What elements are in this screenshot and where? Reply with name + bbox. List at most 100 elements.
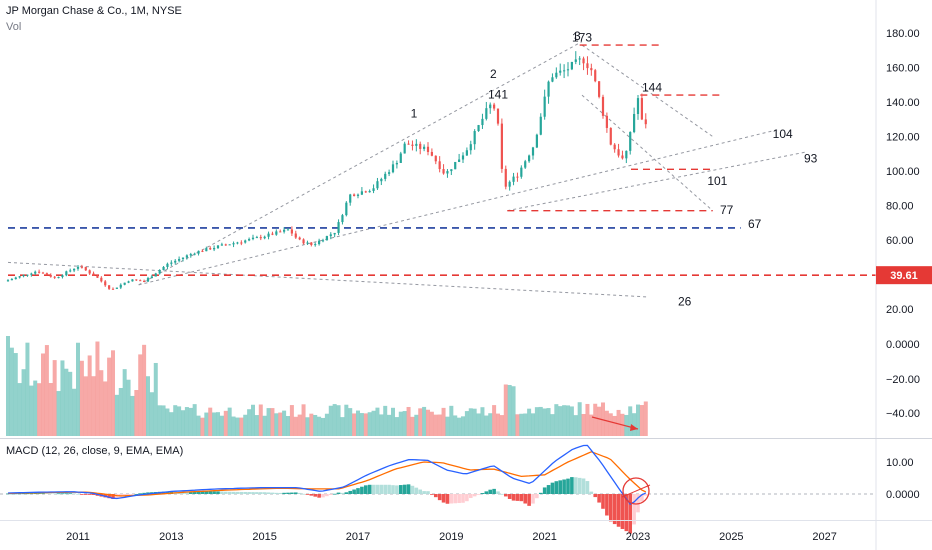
macd-histogram-bar	[200, 491, 205, 494]
macd-histogram-bar	[293, 492, 298, 494]
macd-histogram-bar	[297, 492, 302, 494]
macd-histogram-bar	[636, 494, 640, 513]
volume-bar	[523, 413, 528, 436]
volume-arrow-head	[630, 424, 638, 431]
volume-bar	[111, 350, 115, 436]
macd-histogram-bar	[531, 494, 535, 504]
candle-body	[578, 58, 581, 60]
macd-histogram-bar	[126, 494, 131, 496]
volume-bar	[79, 360, 84, 436]
macd-tick-label: 10.00	[886, 457, 914, 469]
volume-bar	[472, 408, 477, 436]
volume-bar	[593, 403, 598, 436]
macd-histogram-bar	[48, 493, 53, 495]
volume-bar	[134, 390, 139, 436]
volume-bar	[188, 407, 193, 436]
candle-body	[598, 81, 601, 97]
volume-bar	[597, 406, 602, 436]
macd-histogram-bar	[597, 494, 601, 503]
candle-body	[216, 245, 220, 249]
macd-histogram-bar	[64, 493, 69, 495]
candle-body	[49, 275, 52, 277]
macd-histogram-bar	[80, 494, 84, 495]
macd-histogram-bar	[410, 485, 415, 494]
candle-body	[26, 274, 29, 276]
candle-body	[6, 280, 10, 282]
candle-body	[384, 173, 387, 179]
macd-histogram-bar	[449, 494, 454, 504]
macd-histogram-bar	[321, 494, 325, 498]
candle-body	[111, 288, 115, 290]
trendline	[581, 44, 713, 137]
volume-tick-label: −40.00	[886, 408, 920, 420]
macd-histogram-bar	[585, 481, 590, 494]
candle-body	[625, 150, 628, 159]
candle-body	[88, 270, 91, 274]
volume-bar	[340, 417, 345, 436]
volume-bar	[492, 405, 497, 436]
volume-bar	[476, 413, 481, 436]
candle-body	[228, 244, 231, 246]
annotation-label: 3	[574, 29, 581, 43]
macd-histogram-bar	[581, 478, 586, 494]
volume-bar	[138, 354, 143, 436]
candle-body	[438, 161, 441, 170]
volume-bar	[379, 414, 384, 436]
volume-bar	[6, 336, 10, 436]
macd-histogram-bar	[352, 489, 356, 494]
volume-bar	[449, 405, 454, 436]
candle-body	[372, 188, 375, 191]
time-tick-label: 2025	[719, 531, 743, 543]
volume-bar	[118, 387, 123, 436]
price-levels	[8, 44, 876, 276]
macd-histogram-bar	[270, 492, 275, 494]
macd-histogram-bar	[192, 491, 197, 494]
candle-body	[337, 222, 340, 233]
candle-body	[119, 284, 122, 288]
macd-histogram-bar	[60, 493, 65, 495]
macd-histogram-bar	[422, 491, 426, 494]
macd-histogram-bar	[325, 494, 329, 497]
volume-bar	[266, 408, 271, 436]
macd-histogram-bar	[461, 494, 465, 503]
macd-histogram-bar	[535, 494, 539, 499]
candle-body	[574, 59, 577, 62]
volume-bar	[25, 342, 30, 436]
volume-bar	[60, 360, 65, 436]
volume-bar	[68, 371, 73, 436]
volume-bar	[321, 417, 325, 436]
macd-histogram-bar	[496, 491, 500, 494]
volume-bar	[243, 414, 248, 436]
macd-histogram-bar	[632, 494, 636, 525]
macd-histogram-bar	[367, 484, 372, 494]
macd-histogram-bar	[387, 484, 391, 494]
volume-bar	[569, 406, 574, 436]
price-tick-label: 100.00	[886, 166, 920, 178]
macd-histogram-bar	[360, 486, 364, 494]
candle-body	[407, 143, 410, 145]
candle-body	[193, 253, 196, 255]
candle-body	[131, 279, 134, 282]
candle-body	[290, 229, 293, 234]
price-tick-label: 60.00	[886, 235, 914, 247]
candle-body	[469, 144, 472, 151]
candle-body	[489, 104, 492, 109]
candle-body	[465, 150, 468, 156]
volume-bar	[177, 406, 182, 436]
candle-body	[368, 190, 371, 193]
candle-body	[621, 155, 624, 159]
volume-bar	[41, 353, 45, 436]
candle-body	[45, 273, 48, 276]
candle-body	[108, 285, 111, 289]
time-tick-label: 2019	[439, 531, 463, 543]
macd-histogram-bar	[379, 484, 384, 494]
macd-histogram-bar	[231, 491, 236, 494]
macd-histogram-bar	[441, 494, 446, 503]
macd-histogram-bar	[507, 494, 512, 499]
macd-histogram-bar	[37, 493, 41, 495]
candle-body	[329, 234, 332, 237]
macd-histogram-bar	[185, 491, 189, 494]
volume-bar	[527, 408, 532, 436]
macd-histogram-bar	[251, 492, 255, 494]
